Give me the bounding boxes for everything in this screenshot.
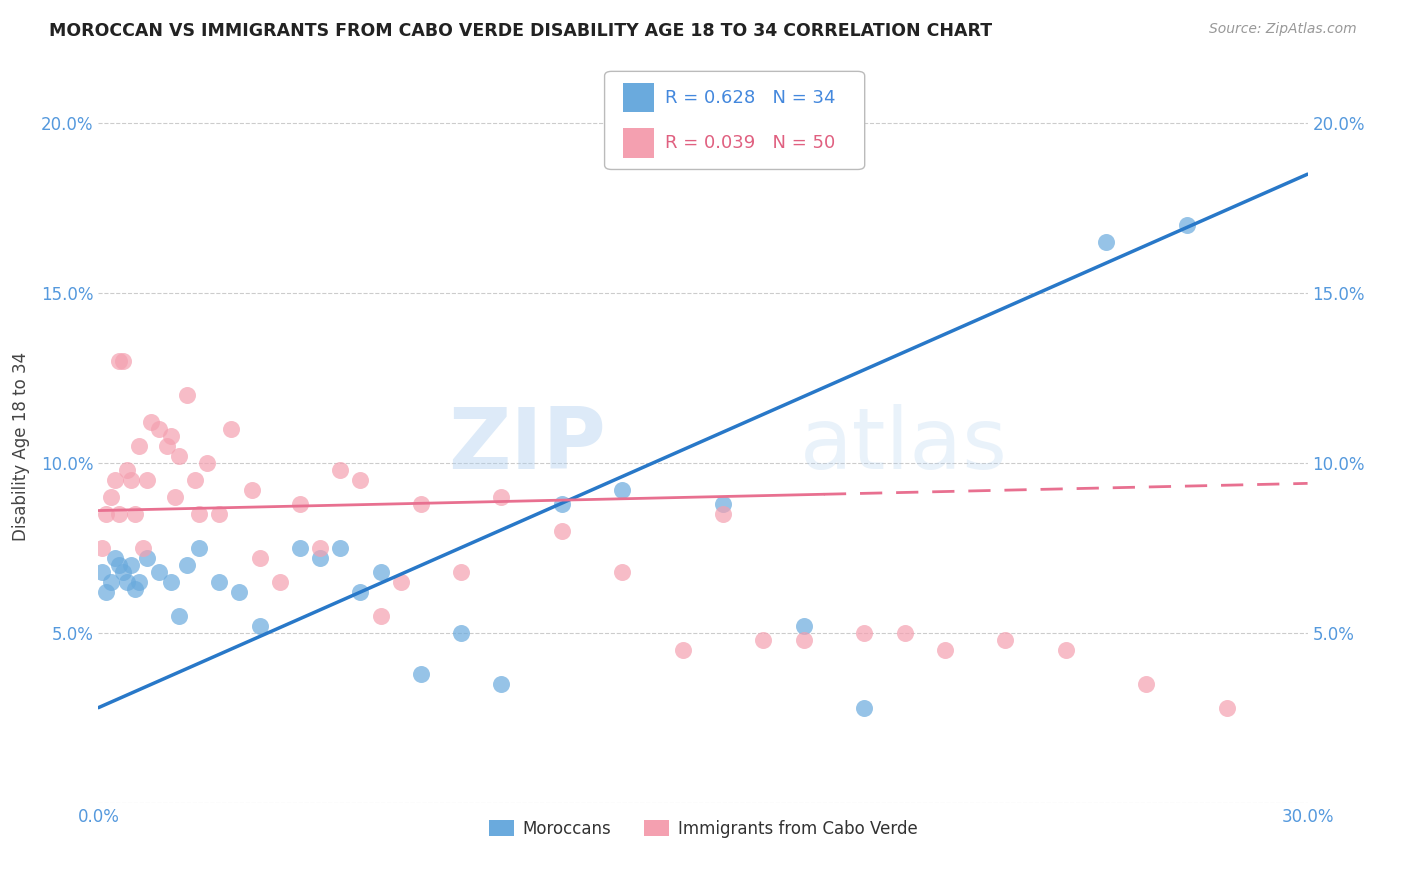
Point bbox=[132, 541, 155, 555]
Text: Source: ZipAtlas.com: Source: ZipAtlas.com bbox=[1209, 22, 1357, 37]
Point bbox=[156, 439, 179, 453]
Point bbox=[139, 415, 162, 429]
Point bbox=[491, 490, 513, 504]
Point bbox=[124, 507, 146, 521]
Point bbox=[208, 507, 231, 521]
Point bbox=[994, 632, 1017, 647]
Point bbox=[163, 490, 186, 504]
Point bbox=[128, 439, 150, 453]
Point bbox=[128, 574, 150, 589]
Point bbox=[188, 541, 211, 555]
Point bbox=[309, 541, 332, 555]
Point bbox=[167, 449, 190, 463]
Point bbox=[124, 582, 146, 596]
Point bbox=[115, 574, 138, 589]
Point bbox=[100, 490, 122, 504]
Point bbox=[612, 483, 634, 498]
Point bbox=[120, 558, 142, 572]
Point bbox=[409, 497, 432, 511]
Point bbox=[160, 429, 183, 443]
Point bbox=[1054, 643, 1077, 657]
Point bbox=[221, 422, 243, 436]
Point bbox=[349, 473, 371, 487]
Point bbox=[167, 608, 190, 623]
Point bbox=[249, 619, 271, 633]
Point bbox=[370, 608, 392, 623]
Point bbox=[450, 565, 472, 579]
Point bbox=[1135, 677, 1157, 691]
Point bbox=[450, 626, 472, 640]
Point bbox=[188, 507, 211, 521]
Point bbox=[176, 388, 198, 402]
Text: ZIP: ZIP bbox=[449, 404, 606, 488]
Point bbox=[111, 354, 134, 368]
Point bbox=[148, 565, 170, 579]
Point bbox=[269, 574, 291, 589]
Text: MOROCCAN VS IMMIGRANTS FROM CABO VERDE DISABILITY AGE 18 TO 34 CORRELATION CHART: MOROCCAN VS IMMIGRANTS FROM CABO VERDE D… bbox=[49, 22, 993, 40]
Point bbox=[551, 524, 574, 538]
Point bbox=[208, 574, 231, 589]
Point bbox=[793, 619, 815, 633]
Text: R = 0.039   N = 50: R = 0.039 N = 50 bbox=[665, 134, 835, 153]
Point bbox=[288, 497, 311, 511]
Point bbox=[91, 565, 114, 579]
Point bbox=[551, 497, 574, 511]
Point bbox=[288, 541, 311, 555]
Point bbox=[111, 565, 134, 579]
Point bbox=[91, 541, 114, 555]
Point bbox=[309, 551, 332, 566]
Point bbox=[389, 574, 412, 589]
Point bbox=[853, 700, 876, 714]
Point bbox=[103, 551, 125, 566]
Point bbox=[228, 585, 250, 599]
Point bbox=[103, 473, 125, 487]
Point bbox=[96, 507, 118, 521]
Point bbox=[329, 541, 352, 555]
Point bbox=[249, 551, 271, 566]
Y-axis label: Disability Age 18 to 34: Disability Age 18 to 34 bbox=[11, 351, 30, 541]
Point bbox=[612, 565, 634, 579]
Point bbox=[752, 632, 775, 647]
Point bbox=[120, 473, 142, 487]
Point bbox=[793, 632, 815, 647]
Point bbox=[107, 558, 129, 572]
Point bbox=[711, 507, 734, 521]
Point bbox=[148, 422, 170, 436]
Point bbox=[135, 551, 157, 566]
Legend: Moroccans, Immigrants from Cabo Verde: Moroccans, Immigrants from Cabo Verde bbox=[482, 814, 924, 845]
Point bbox=[107, 354, 129, 368]
Text: atlas: atlas bbox=[800, 404, 1008, 488]
Point bbox=[1095, 235, 1118, 249]
Point bbox=[160, 574, 183, 589]
Point bbox=[1216, 700, 1239, 714]
Point bbox=[491, 677, 513, 691]
Point bbox=[1175, 218, 1198, 232]
Point bbox=[409, 666, 432, 681]
Point bbox=[349, 585, 371, 599]
Point bbox=[240, 483, 263, 498]
Point bbox=[853, 626, 876, 640]
Point bbox=[370, 565, 392, 579]
Text: R = 0.628   N = 34: R = 0.628 N = 34 bbox=[665, 88, 835, 107]
Point bbox=[184, 473, 207, 487]
Point bbox=[893, 626, 915, 640]
Point bbox=[672, 643, 695, 657]
Point bbox=[176, 558, 198, 572]
Point bbox=[96, 585, 118, 599]
Point bbox=[711, 497, 734, 511]
Point bbox=[329, 463, 352, 477]
Point bbox=[135, 473, 157, 487]
Point bbox=[107, 507, 129, 521]
Point bbox=[934, 643, 956, 657]
Point bbox=[100, 574, 122, 589]
Point bbox=[195, 456, 218, 470]
Point bbox=[115, 463, 138, 477]
